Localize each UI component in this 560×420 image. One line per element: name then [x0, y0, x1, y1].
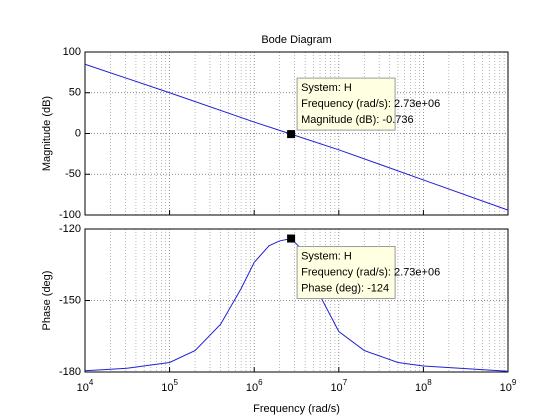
x-tick-label: 107: [330, 378, 347, 394]
datatip-marker: [287, 234, 296, 243]
y-tick-label: 50: [69, 87, 81, 99]
x-tick-exponent: 6: [258, 378, 263, 387]
plot-area: [85, 229, 508, 372]
x-tick-label: 106: [246, 378, 263, 394]
x-tick-label: 105: [161, 378, 178, 394]
datatip-marker: [287, 130, 296, 139]
x-tick-base: 10: [77, 382, 89, 394]
x-tick-base: 10: [330, 382, 342, 394]
datatip-box: [296, 77, 396, 131]
y-tick-label: -120: [59, 223, 81, 235]
y-tick-label: 100: [63, 46, 81, 58]
y-tick-label: -180: [59, 366, 81, 378]
datatip-box: [296, 246, 396, 300]
x-tick-label: 109: [500, 378, 517, 394]
x-tick-label: 108: [415, 378, 432, 394]
datatip-text: Frequency (rad/s): 2.73e+06: [301, 266, 440, 278]
x-tick-exponent: 5: [173, 378, 178, 387]
y-tick-label: -50: [65, 168, 81, 180]
datatip-text: Magnitude (dB): -0.736: [301, 114, 414, 126]
plot-frame: [84, 51, 509, 216]
chart-title: Bode Diagram: [261, 34, 331, 46]
datatip-text: System: H: [301, 250, 352, 262]
x-tick-exponent: 8: [427, 378, 432, 387]
x-tick-base: 10: [246, 382, 258, 394]
x-tick-exponent: 7: [343, 378, 348, 387]
y-axis-label: Phase (deg): [41, 271, 53, 331]
y-tick-label: -100: [59, 209, 81, 221]
x-tick-exponent: 4: [89, 378, 94, 387]
datatip-text: Phase (deg): -124: [301, 282, 389, 294]
x-tick-exponent: 9: [512, 378, 517, 387]
plot-frame: [84, 228, 509, 373]
series-line: [84, 237, 509, 372]
x-tick-base: 10: [161, 382, 173, 394]
y-tick-label: -150: [59, 294, 81, 306]
x-tick-base: 10: [415, 382, 427, 394]
y-axis-label: Magnitude (dB): [41, 96, 53, 171]
datatip-text: Frequency (rad/s): 2.73e+06: [301, 98, 440, 110]
y-tick-label: 0: [75, 127, 81, 139]
x-tick-label: 104: [77, 378, 94, 394]
datatip-text: System: H: [301, 82, 352, 94]
x-axis-label: Frequency (rad/s): [253, 403, 340, 415]
x-tick-base: 10: [500, 382, 512, 394]
plot-area: [85, 52, 508, 215]
